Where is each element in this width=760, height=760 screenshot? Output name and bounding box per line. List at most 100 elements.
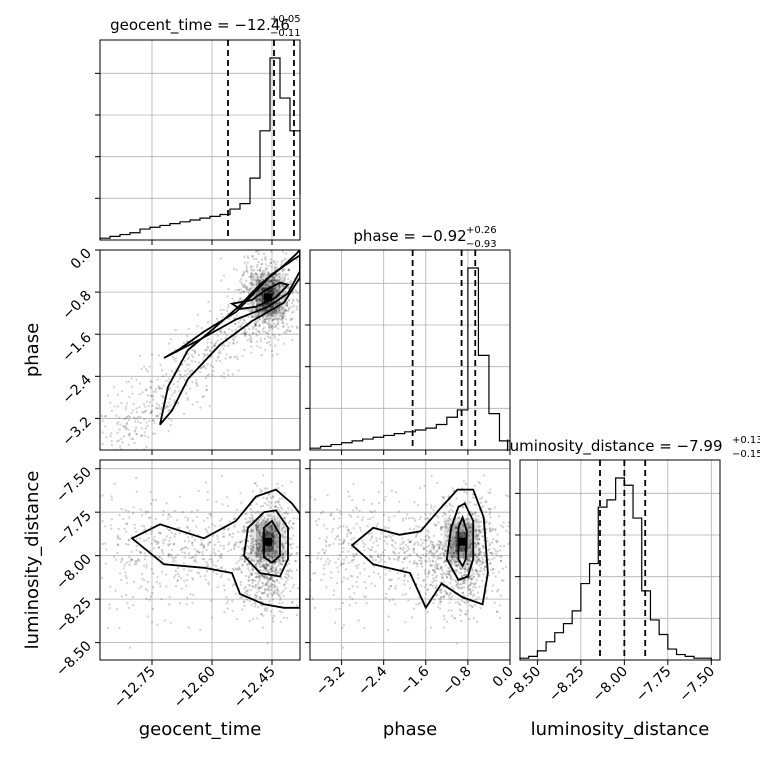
sample-point [401,548,404,551]
sample-point [207,583,210,586]
sample-point [274,309,277,312]
sample-point [463,567,466,570]
sample-point [130,550,133,553]
sample-point [336,566,339,569]
sample-point [379,576,382,579]
sample-point [444,525,447,528]
sample-point [246,593,249,596]
sample-point [390,578,393,581]
sample-point [243,328,246,331]
sample-point [273,533,276,536]
sample-point [261,601,264,604]
sample-point [471,513,474,516]
sample-point [135,530,138,533]
sample-point [274,279,277,282]
sample-point [156,414,159,417]
sample-point [268,329,271,332]
sample-point [240,570,243,573]
sample-point [140,367,143,370]
sample-point [455,543,458,546]
sample-point [263,607,266,610]
sample-point [296,292,299,295]
sample-point [183,378,186,381]
sample-point [489,562,492,565]
sample-point [260,293,263,296]
sample-point [270,570,273,573]
sample-point [453,616,456,619]
sample-point [167,555,170,558]
sample-point [489,488,492,491]
sample-point [199,575,202,578]
sample-point [463,546,466,549]
sample-point [271,555,274,558]
sample-point [133,416,136,419]
sample-point [172,543,175,546]
sample-point [268,557,271,560]
sample-point [270,289,273,292]
sample-point [338,510,341,513]
sample-point [485,596,488,599]
sample-point [406,566,409,569]
sample-point [151,419,154,422]
sample-point [306,606,308,608]
sample-point [446,584,449,587]
sample-point [258,596,261,599]
sample-point [268,308,271,311]
sample-point [441,503,444,506]
sample-point [258,294,261,297]
sample-point [219,329,222,332]
sample-point [268,602,271,605]
sample-point [187,353,190,356]
sample-point [243,290,246,293]
sample-point [279,305,282,308]
sample-point [253,325,256,328]
sample-point [176,385,179,388]
sample-point [404,517,407,520]
sample-point [261,293,264,296]
sample-point [248,569,251,572]
sample-point [268,493,271,496]
sample-point [480,501,483,504]
sample-point [276,540,279,543]
sample-point [263,575,266,578]
sample-point [242,560,245,563]
sample-point [237,531,240,534]
sample-point [343,558,346,561]
sample-point [270,325,273,328]
sample-point [266,576,269,579]
sample-point [404,621,407,624]
sample-point [226,344,229,347]
sample-point [273,515,276,518]
sample-point [270,289,273,292]
sample-point [258,558,261,561]
sample-point [455,527,458,530]
sample-point [425,552,428,555]
title-phase: phase = −0.92 [353,227,466,245]
sample-point [289,319,292,322]
sample-point [419,563,422,566]
sample-point [449,552,452,555]
sample-point [437,516,440,519]
sample-point [476,538,479,541]
sample-point [321,548,324,551]
sample-point [512,586,514,588]
sample-point [465,574,468,577]
sample-point [285,541,288,544]
sample-point [223,331,226,334]
sample-point [244,586,247,589]
sample-point [167,401,170,404]
sample-point [219,519,222,522]
sample-point [425,555,428,558]
sample-point [427,587,430,590]
sample-point [439,552,442,555]
sample-point [488,511,491,514]
sample-point [128,380,131,383]
sample-point [363,562,366,565]
sample-point [432,545,435,548]
sample-point [413,542,416,545]
sample-point [483,539,486,542]
sample-point [285,553,288,556]
sample-point [389,579,392,582]
sample-point [279,314,282,317]
sample-point [255,265,258,268]
